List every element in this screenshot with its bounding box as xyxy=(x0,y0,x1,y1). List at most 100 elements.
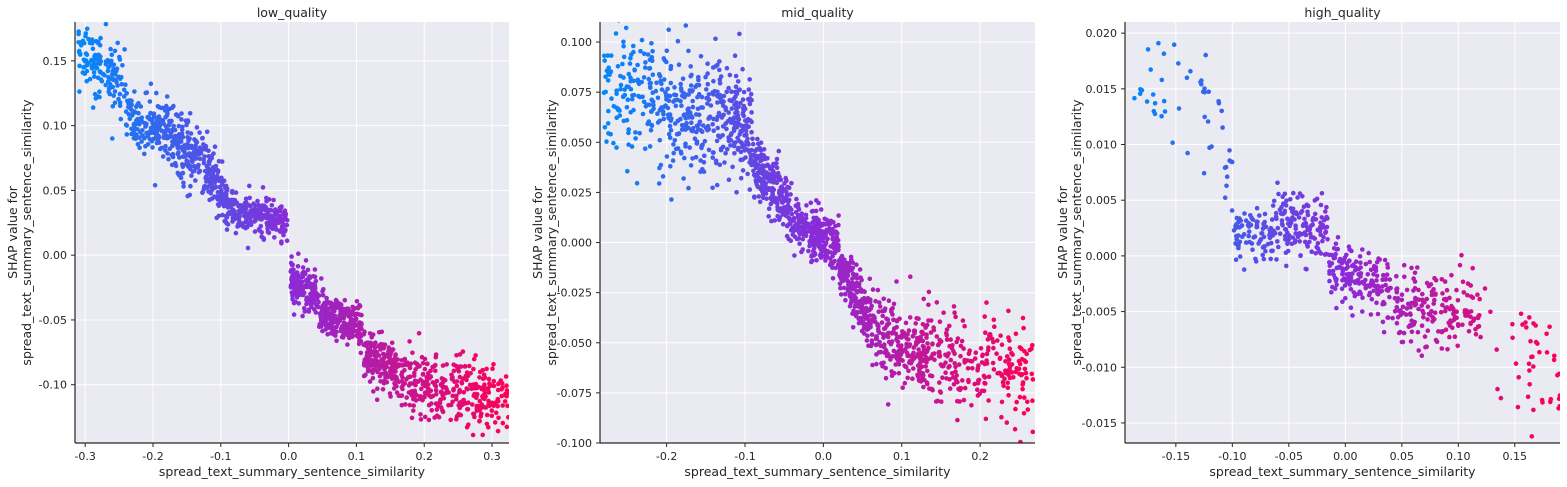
data-point xyxy=(1352,293,1358,299)
data-point xyxy=(858,275,863,280)
data-point xyxy=(1185,150,1190,156)
data-point xyxy=(486,376,492,382)
data-point xyxy=(682,155,687,161)
data-point xyxy=(983,416,989,422)
data-point xyxy=(686,185,691,191)
data-point xyxy=(184,158,189,163)
data-point xyxy=(623,25,629,31)
data-point xyxy=(411,408,416,413)
data-point xyxy=(232,209,237,214)
data-point xyxy=(1430,315,1435,320)
data-point xyxy=(271,197,276,203)
data-point xyxy=(454,383,460,389)
data-point xyxy=(647,144,653,149)
scatter-points xyxy=(1132,40,1560,439)
data-point xyxy=(444,362,450,367)
data-point xyxy=(768,195,774,200)
data-point xyxy=(458,364,464,369)
data-point xyxy=(252,229,258,234)
data-point xyxy=(797,241,802,246)
data-point xyxy=(1464,308,1469,314)
data-point xyxy=(921,384,926,390)
data-point xyxy=(77,48,82,54)
data-point xyxy=(868,324,873,330)
data-point xyxy=(180,154,186,159)
data-point xyxy=(721,93,727,99)
y-axis-label: SHAP value for xyxy=(530,185,545,279)
data-point xyxy=(762,174,767,180)
data-point xyxy=(470,432,476,438)
data-point xyxy=(137,116,142,122)
data-point xyxy=(755,172,760,177)
data-point xyxy=(688,64,693,69)
data-point xyxy=(665,86,670,92)
data-point xyxy=(97,61,103,67)
data-point xyxy=(399,363,404,368)
data-point xyxy=(480,376,486,382)
data-point xyxy=(424,384,429,389)
plot-background xyxy=(1125,22,1560,443)
data-point xyxy=(791,228,797,234)
data-point xyxy=(365,352,371,358)
data-point xyxy=(979,360,985,365)
data-point xyxy=(244,215,250,221)
data-point xyxy=(606,65,611,71)
data-point xyxy=(1334,282,1339,288)
data-point xyxy=(147,99,153,104)
data-point xyxy=(687,88,693,93)
data-point xyxy=(268,213,274,218)
data-point xyxy=(150,126,156,132)
data-point xyxy=(77,63,82,69)
data-point xyxy=(867,276,873,282)
data-point xyxy=(1402,274,1407,280)
data-point xyxy=(152,121,158,127)
data-point xyxy=(1527,382,1532,387)
data-point xyxy=(1005,370,1011,375)
data-point xyxy=(857,267,863,272)
data-point xyxy=(698,158,703,163)
data-point xyxy=(705,71,710,76)
data-point xyxy=(746,87,752,92)
data-point xyxy=(1401,262,1407,268)
data-point xyxy=(313,278,319,284)
data-point xyxy=(276,220,281,226)
data-point xyxy=(89,63,95,69)
data-point xyxy=(406,375,411,380)
data-point xyxy=(713,64,718,69)
data-point xyxy=(1539,397,1545,403)
data-point xyxy=(1007,338,1012,343)
data-point xyxy=(1344,280,1350,285)
data-point xyxy=(1331,272,1336,278)
data-point xyxy=(389,340,395,346)
data-point xyxy=(237,219,242,224)
data-point xyxy=(1268,256,1273,262)
data-point xyxy=(484,421,490,427)
data-point xyxy=(1292,217,1297,222)
y-tick-label: -0.075 xyxy=(557,387,592,400)
data-point xyxy=(1447,334,1452,340)
data-point xyxy=(1285,216,1290,222)
data-point xyxy=(480,395,486,401)
data-point xyxy=(683,144,688,149)
data-point xyxy=(479,385,484,391)
data-point xyxy=(1473,332,1479,337)
data-point xyxy=(1556,406,1560,411)
data-point xyxy=(402,356,408,362)
data-point xyxy=(869,303,874,309)
data-point xyxy=(417,396,423,402)
data-point xyxy=(1440,291,1445,296)
data-point xyxy=(640,111,646,117)
data-point xyxy=(913,339,919,345)
data-point xyxy=(679,127,685,132)
data-point xyxy=(433,401,439,406)
data-point xyxy=(648,80,653,86)
data-point xyxy=(1412,279,1418,284)
data-point xyxy=(260,185,266,190)
data-point xyxy=(1527,368,1532,373)
data-point xyxy=(1411,288,1416,293)
data-point xyxy=(1475,292,1480,298)
data-point xyxy=(911,366,916,371)
data-point xyxy=(1428,282,1434,287)
data-point xyxy=(984,300,989,305)
data-point xyxy=(1365,272,1371,277)
